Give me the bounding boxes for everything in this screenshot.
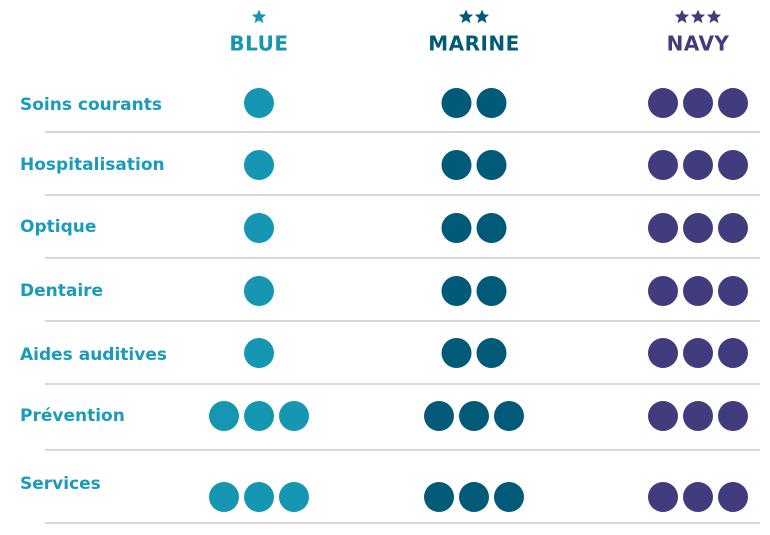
rating-dot bbox=[476, 213, 507, 243]
rating-dot bbox=[683, 213, 713, 243]
row-label: Soins courants bbox=[20, 95, 162, 115]
rating-dot bbox=[424, 401, 454, 431]
rating-dot bbox=[476, 338, 507, 368]
rating-dot bbox=[441, 213, 472, 243]
rating-dot bbox=[718, 276, 748, 306]
row-label: Services bbox=[20, 474, 101, 494]
rating-dot bbox=[209, 482, 239, 512]
plan-name: NAVY bbox=[667, 32, 730, 56]
row-label: Aides auditives bbox=[20, 345, 167, 365]
rating-dot bbox=[683, 150, 713, 180]
rating-dot bbox=[244, 213, 274, 243]
rating-dot bbox=[244, 276, 274, 306]
rating-dot bbox=[424, 482, 454, 512]
rating-dot bbox=[683, 338, 713, 368]
row-label: Dentaire bbox=[20, 281, 103, 301]
rating-dot bbox=[244, 482, 274, 512]
rating-dot bbox=[476, 276, 507, 306]
star bbox=[251, 9, 267, 24]
rating-dot bbox=[494, 482, 524, 512]
rating-dot bbox=[459, 482, 489, 512]
rating-dot bbox=[648, 150, 678, 180]
row-label: Hospitalisation bbox=[20, 155, 165, 175]
star bbox=[474, 9, 490, 24]
rating-dot bbox=[683, 401, 713, 431]
rating-dot bbox=[648, 276, 678, 306]
star bbox=[690, 9, 706, 24]
rating-dot bbox=[441, 338, 472, 368]
rating-dot bbox=[476, 88, 507, 118]
rating-dot bbox=[441, 150, 472, 180]
rating-dot bbox=[683, 88, 713, 118]
star bbox=[706, 9, 722, 24]
rating-dot bbox=[718, 338, 748, 368]
rating-dot bbox=[718, 401, 748, 431]
rating-dot bbox=[244, 150, 274, 180]
rating-dot bbox=[718, 213, 748, 243]
rating-dot bbox=[244, 338, 274, 368]
rating-dot bbox=[683, 482, 713, 512]
rating-dot bbox=[244, 401, 274, 431]
rating-dot bbox=[683, 276, 713, 306]
rating-dot bbox=[718, 88, 748, 118]
rating-dot bbox=[718, 150, 748, 180]
star bbox=[458, 9, 474, 24]
star bbox=[674, 9, 690, 24]
rating-dot bbox=[209, 401, 239, 431]
plan-name: MARINE bbox=[428, 32, 520, 56]
rating-dot bbox=[244, 88, 274, 118]
rating-dot bbox=[459, 401, 489, 431]
rating-dot bbox=[648, 401, 678, 431]
rating-dot bbox=[648, 213, 678, 243]
row-label: Optique bbox=[20, 217, 96, 237]
rating-dot bbox=[441, 88, 472, 118]
rating-dot bbox=[648, 338, 678, 368]
rating-dot bbox=[441, 276, 472, 306]
rating-dot bbox=[279, 482, 309, 512]
rating-dot bbox=[476, 150, 507, 180]
rating-dot bbox=[648, 482, 678, 512]
plan-name: BLUE bbox=[229, 32, 288, 56]
row-label: Prévention bbox=[20, 406, 125, 426]
rating-dot bbox=[718, 482, 748, 512]
rating-dot bbox=[494, 401, 524, 431]
rating-dot bbox=[279, 401, 309, 431]
rating-dot bbox=[648, 88, 678, 118]
